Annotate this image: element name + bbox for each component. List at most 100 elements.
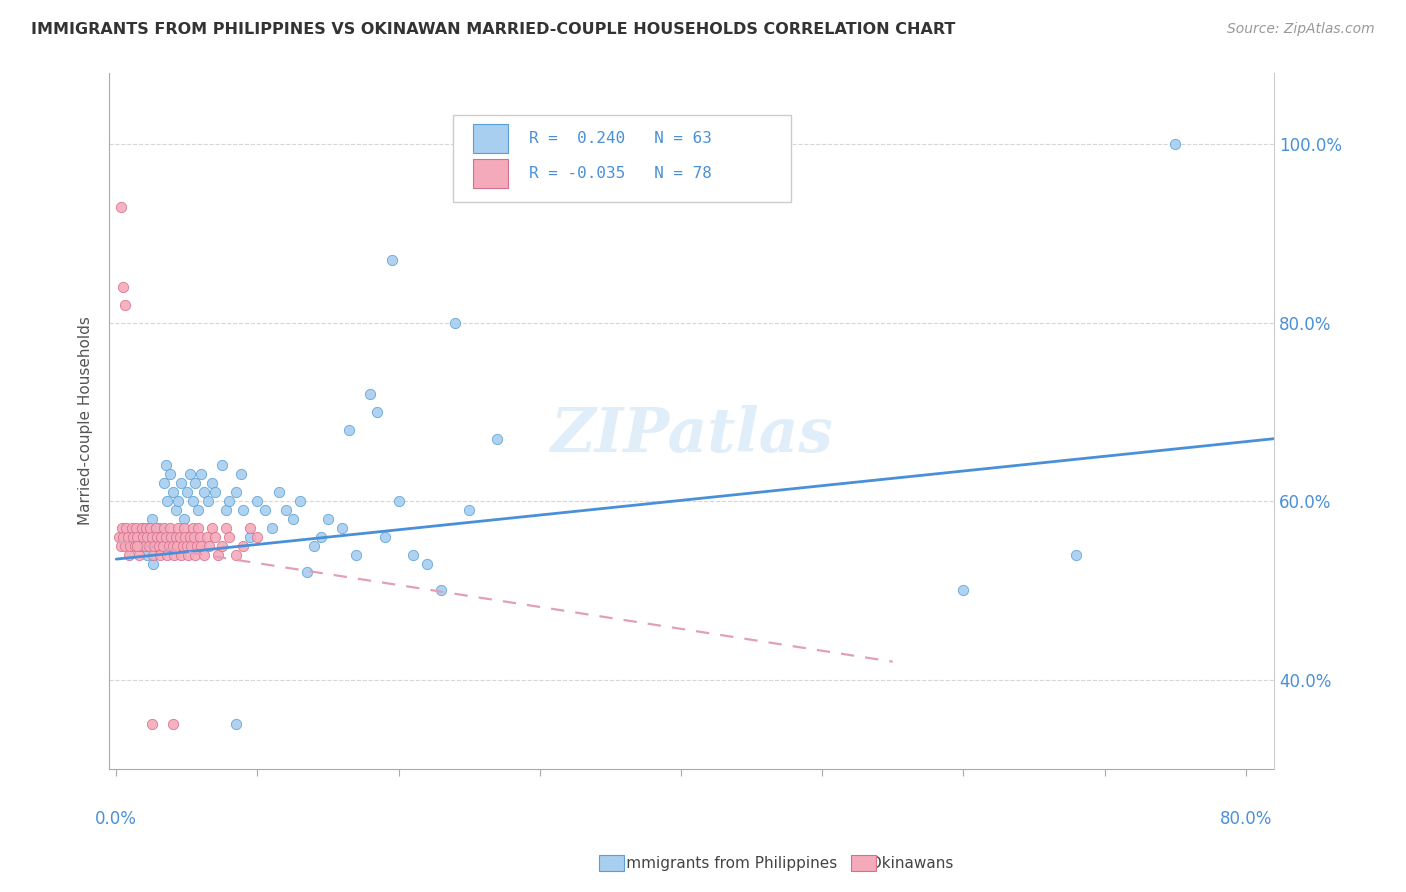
Point	[373, 530, 395, 544]
Point	[215, 503, 238, 517]
Point	[225, 717, 247, 731]
Point	[110, 200, 132, 214]
Point	[197, 494, 219, 508]
Point	[155, 530, 177, 544]
Point	[201, 521, 224, 535]
Point	[179, 530, 201, 544]
Point	[181, 521, 204, 535]
Point	[359, 387, 381, 401]
Point	[108, 530, 131, 544]
Point	[288, 494, 311, 508]
FancyBboxPatch shape	[472, 124, 508, 153]
Point	[239, 521, 262, 535]
Point	[309, 530, 332, 544]
Point	[193, 548, 215, 562]
Point	[416, 557, 439, 571]
Point	[139, 530, 162, 544]
Point	[444, 316, 467, 330]
Point	[1164, 137, 1187, 152]
Point	[131, 521, 153, 535]
Point	[173, 512, 195, 526]
Point	[190, 539, 212, 553]
Point	[142, 548, 165, 562]
Point	[156, 548, 179, 562]
Point	[187, 521, 209, 535]
Point	[129, 539, 152, 553]
Point	[207, 548, 229, 562]
Point	[204, 485, 226, 500]
Text: IMMIGRANTS FROM PHILIPPINES VS OKINAWAN MARRIED-COUPLE HOUSEHOLDS CORRELATION CH: IMMIGRANTS FROM PHILIPPINES VS OKINAWAN …	[31, 22, 955, 37]
Point	[184, 476, 207, 491]
Point	[159, 521, 181, 535]
Point	[173, 521, 195, 535]
Point	[127, 530, 149, 544]
Point	[430, 583, 453, 598]
Point	[112, 280, 135, 294]
Point	[118, 548, 141, 562]
Point	[281, 512, 304, 526]
Point	[198, 539, 221, 553]
Point	[458, 503, 481, 517]
Point	[136, 548, 159, 562]
Point	[142, 557, 165, 571]
Point	[148, 521, 170, 535]
Text: R =  0.240   N = 63: R = 0.240 N = 63	[529, 131, 711, 146]
Point	[188, 530, 211, 544]
Point	[337, 423, 360, 437]
Point	[170, 476, 193, 491]
Point	[160, 530, 183, 544]
Point	[128, 548, 150, 562]
Point	[149, 548, 172, 562]
Text: Okinawans: Okinawans	[860, 856, 953, 871]
Text: R = -0.035   N = 78: R = -0.035 N = 78	[529, 166, 711, 181]
Point	[153, 476, 176, 491]
Point	[146, 530, 169, 544]
Point	[131, 521, 153, 535]
Point	[402, 548, 425, 562]
Point	[125, 521, 148, 535]
Point	[114, 298, 136, 312]
Text: Immigrants from Philippines: Immigrants from Philippines	[612, 856, 837, 871]
Point	[366, 405, 388, 419]
Point	[157, 539, 180, 553]
Point	[183, 530, 205, 544]
Point	[218, 494, 240, 508]
Point	[166, 539, 188, 553]
Point	[201, 476, 224, 491]
Point	[176, 485, 198, 500]
Point	[253, 503, 276, 517]
Point	[330, 521, 353, 535]
Point	[381, 253, 404, 268]
Point	[122, 530, 145, 544]
Point	[148, 539, 170, 553]
Point	[167, 494, 190, 508]
Point	[176, 539, 198, 553]
Point	[190, 467, 212, 482]
Point	[486, 432, 509, 446]
Text: 80.0%: 80.0%	[1219, 811, 1272, 829]
FancyBboxPatch shape	[453, 115, 790, 202]
Point	[145, 521, 167, 535]
Point	[141, 530, 163, 544]
Point	[193, 485, 215, 500]
Point	[127, 539, 149, 553]
Point	[153, 521, 176, 535]
Point	[952, 583, 974, 598]
Point	[170, 548, 193, 562]
Point	[155, 458, 177, 473]
Point	[139, 521, 162, 535]
Point	[136, 530, 159, 544]
Point	[184, 548, 207, 562]
Point	[1064, 548, 1087, 562]
Point	[174, 530, 197, 544]
Text: Source: ZipAtlas.com: Source: ZipAtlas.com	[1227, 22, 1375, 37]
Point	[134, 539, 156, 553]
Point	[138, 539, 160, 553]
Point	[127, 530, 149, 544]
Point	[295, 566, 318, 580]
Point	[246, 530, 269, 544]
Point	[163, 548, 186, 562]
Point	[134, 539, 156, 553]
Point	[195, 530, 218, 544]
Y-axis label: Married-couple Households: Married-couple Households	[79, 317, 93, 525]
